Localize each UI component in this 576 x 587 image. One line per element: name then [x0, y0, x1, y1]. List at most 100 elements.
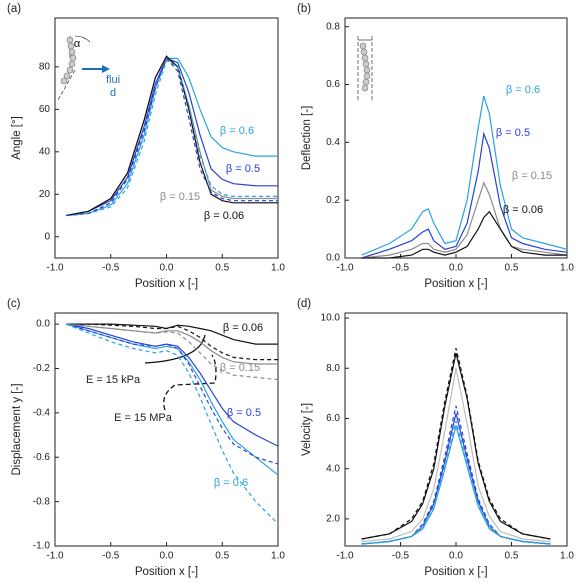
y-tick-label: 0.4 [326, 137, 340, 148]
series-line [65, 323, 279, 476]
series-line-dashed [66, 59, 278, 217]
x-tick-label: -0.5 [392, 551, 410, 562]
series-line-dashed [361, 348, 551, 540]
y-axis-label: Angle [°] [11, 116, 23, 160]
y-tick-label: 0 [44, 231, 50, 242]
x-axis-label: Position x [-] [424, 278, 487, 290]
series-line-dashed [65, 323, 279, 525]
x-tick-label: -0.5 [102, 551, 120, 562]
series-label: β = 0.5 [226, 163, 260, 175]
y-tick-label: 2.0 [326, 514, 340, 525]
panel-label: (c) [7, 298, 21, 310]
series-line [66, 323, 278, 365]
y-tick-label: 4.0 [326, 463, 340, 474]
y-tick-label: -0.2 [33, 363, 51, 374]
panel-label: (a) [7, 3, 21, 15]
series-label: β = 0.15 [220, 362, 260, 374]
plot-frame [344, 17, 568, 259]
y-tick-label: 0.0 [36, 319, 50, 330]
series-label: β = 0.15 [160, 191, 200, 203]
plot-frame [54, 17, 279, 259]
x-tick-label: -0.5 [102, 263, 120, 274]
panel-label: (d) [297, 298, 311, 310]
series-line [66, 57, 278, 217]
x-tick-label: 0.0 [449, 551, 463, 562]
inset-text: α [74, 38, 81, 50]
y-tick-label: 10.0 [321, 313, 341, 324]
y-tick-label: 0.6 [326, 79, 340, 90]
x-tick-label: -1.0 [336, 551, 354, 562]
annotation: E = 15 MPa [114, 412, 173, 424]
y-tick-label: 20 [39, 189, 51, 200]
y-tick-label: 80 [39, 61, 51, 72]
x-tick-label: -0.5 [392, 263, 410, 274]
x-tick-label: 0.0 [449, 263, 463, 274]
x-tick-label: 0.0 [160, 551, 174, 562]
series-line [361, 353, 551, 540]
y-tick-label: -0.6 [33, 452, 51, 463]
series-label: β = 0.6 [506, 84, 540, 96]
series-label: β = 0.5 [227, 407, 261, 419]
panel-label: (b) [297, 3, 311, 15]
series-line [65, 57, 278, 217]
series-line [361, 423, 551, 545]
y-tick-label: 60 [39, 104, 51, 115]
series-line-dashed [66, 323, 279, 381]
x-tick-label: -1.0 [336, 263, 354, 274]
annotation-pointer [163, 354, 217, 411]
x-axis-label: Position x [-] [135, 566, 198, 578]
inset-b [357, 36, 373, 100]
series-label: β = 0.5 [496, 127, 530, 139]
x-axis-label: Position x [-] [135, 278, 198, 290]
series-line [361, 95, 568, 256]
x-tick-label: -1.0 [46, 551, 64, 562]
x-tick-label: 1.0 [271, 551, 285, 562]
series-label: β = 0.15 [512, 170, 552, 182]
inset-text: d [110, 87, 116, 99]
y-axis-label: Displacement y [-] [11, 383, 23, 475]
x-axis-label: Position x [-] [424, 566, 487, 578]
series-line-dashed [66, 57, 278, 217]
x-tick-label: -1.0 [46, 263, 64, 274]
y-axis-label: Velocity [-] [301, 403, 313, 456]
y-tick-label: -0.4 [33, 407, 51, 418]
series-label: β = 0.06 [223, 322, 263, 334]
x-tick-label: 1.0 [271, 263, 285, 274]
series-label: β = 0.6 [220, 125, 254, 137]
y-tick-label: 0.8 [326, 21, 340, 32]
series-line [361, 368, 551, 543]
annotation: E = 15 kPa [86, 374, 141, 386]
inset-text: flui [106, 74, 120, 86]
y-tick-label: 0.2 [326, 195, 340, 206]
annotation-pointer [144, 334, 206, 364]
plot-frame [54, 312, 279, 547]
series-line [65, 323, 279, 447]
x-tick-label: 0.5 [505, 263, 519, 274]
x-tick-label: 1.0 [560, 551, 574, 562]
y-tick-label: -1.0 [33, 541, 51, 552]
series-label: β = 0.6 [214, 477, 248, 489]
x-tick-label: 1.0 [560, 263, 574, 274]
y-tick-label: -0.8 [33, 496, 51, 507]
x-tick-label: 0.5 [505, 551, 519, 562]
y-tick-label: 40 [39, 146, 51, 157]
series-line [66, 323, 278, 345]
plot-frame [344, 312, 568, 547]
inset-a [57, 35, 110, 101]
y-tick-label: 6.0 [326, 413, 340, 424]
series-line-dashed [65, 323, 279, 465]
series-line [361, 181, 568, 259]
x-tick-label: 0.5 [215, 263, 229, 274]
series-line [361, 131, 568, 259]
series-line-dashed [361, 420, 551, 545]
y-tick-label: 8.0 [326, 363, 340, 374]
series-label: β = 0.06 [503, 204, 543, 216]
series-label: β = 0.06 [204, 210, 244, 222]
series-line [361, 413, 551, 545]
series-line [361, 210, 567, 259]
y-axis-label: Deflection [-] [301, 106, 313, 171]
x-tick-label: 0.5 [215, 551, 229, 562]
y-tick-label: 0.0 [326, 253, 340, 264]
